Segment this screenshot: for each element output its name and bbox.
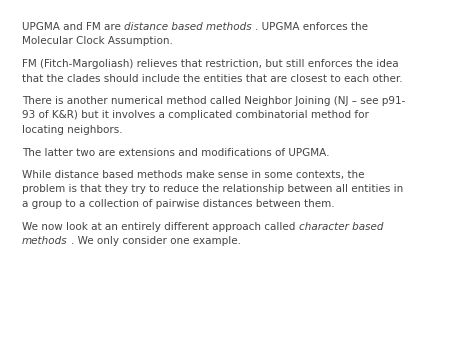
Text: distance based methods: distance based methods — [124, 22, 252, 32]
Text: that the clades should include the entities that are closest to each other.: that the clades should include the entit… — [22, 73, 403, 83]
Text: We now look at an entirely different approach called: We now look at an entirely different app… — [22, 221, 295, 232]
Text: UPGMA and FM are: UPGMA and FM are — [22, 22, 121, 32]
Text: The latter two are extensions and modifications of UPGMA.: The latter two are extensions and modifi… — [22, 147, 329, 158]
Text: Molecular Clock Assumption.: Molecular Clock Assumption. — [22, 37, 173, 47]
Text: methods: methods — [22, 236, 68, 246]
Text: 93 of K&R) but it involves a complicated combinatorial method for: 93 of K&R) but it involves a complicated… — [22, 111, 369, 121]
Text: There is another numerical method called Neighbor Joining (NJ – see p91-: There is another numerical method called… — [22, 96, 405, 106]
Text: locating neighbors.: locating neighbors. — [22, 125, 122, 135]
Text: While distance based methods make sense in some contexts, the: While distance based methods make sense … — [22, 170, 364, 180]
Text: . We only consider one example.: . We only consider one example. — [71, 236, 241, 246]
Text: problem is that they try to reduce the relationship between all entities in: problem is that they try to reduce the r… — [22, 185, 403, 194]
Text: character based: character based — [299, 221, 383, 232]
Text: a group to a collection of pairwise distances between them.: a group to a collection of pairwise dist… — [22, 199, 335, 209]
Text: FM (Fitch-Margoliash) relieves that restriction, but still enforces the idea: FM (Fitch-Margoliash) relieves that rest… — [22, 59, 399, 69]
Text: . UPGMA enforces the: . UPGMA enforces the — [255, 22, 368, 32]
